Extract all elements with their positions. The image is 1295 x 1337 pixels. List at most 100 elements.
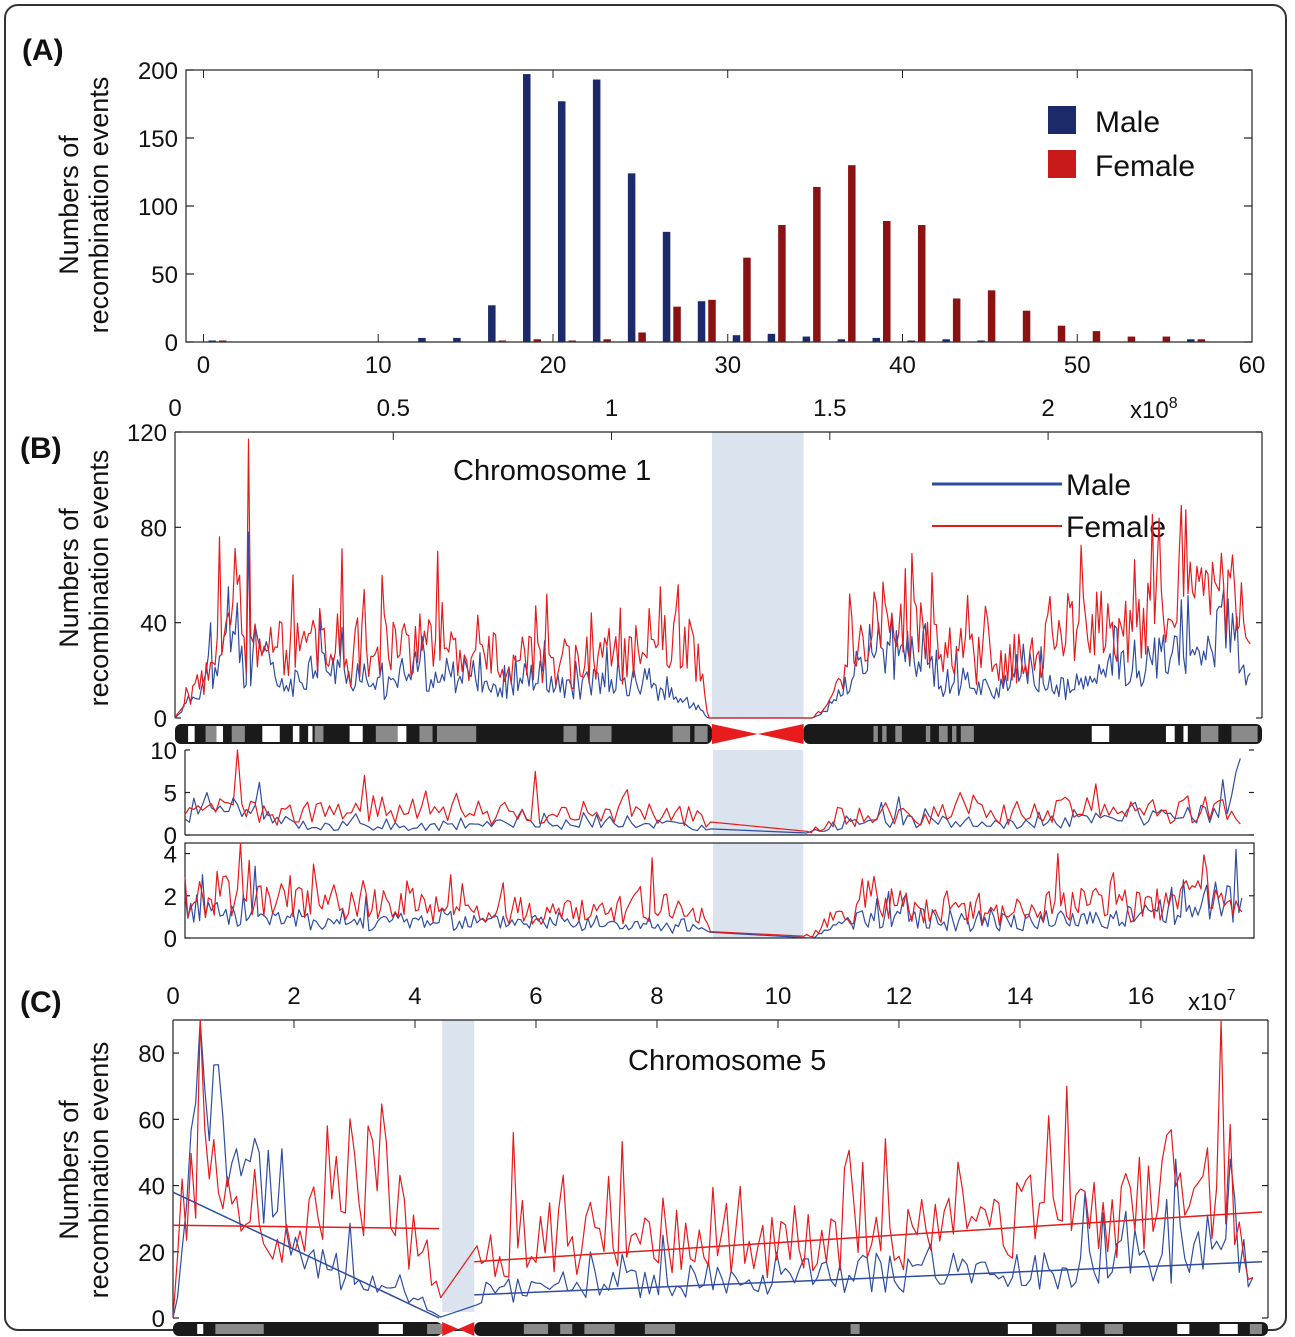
ideogram-chr1-band	[188, 726, 195, 742]
chart-c-trend-line	[474, 1260, 1262, 1296]
ideogram-chr1-band	[308, 726, 313, 742]
ideogram-chr5-centromere-right	[458, 1322, 475, 1336]
chart-title-chr1: Chromosome 1	[453, 455, 651, 487]
chart-a-bar	[488, 305, 496, 342]
chart-a-bar	[907, 340, 915, 342]
chart-c-xtick-label: 6	[529, 983, 542, 1010]
ylabel-c: Numbers of recombination events	[54, 1042, 114, 1299]
chart-a-bar	[837, 339, 846, 342]
chart-c-series-female-trend	[172, 1211, 1262, 1263]
chart-c-series-female	[172, 1019, 1254, 1319]
ideogram-chr5-band	[584, 1324, 615, 1334]
ideogram-chr5-band	[523, 1324, 549, 1334]
ylabel-b-line1: Numbers of	[54, 508, 84, 648]
chart-b2-line-female	[184, 842, 1243, 938]
chart-a-bar	[1187, 339, 1195, 342]
chart-c-xtick-label: 2	[287, 983, 300, 1010]
chart-b1-ytick-label: 0	[164, 823, 177, 850]
ideogram-chr5-band	[1056, 1324, 1081, 1334]
ideogram-chr5-band	[197, 1324, 204, 1334]
chart-b2-series-female	[184, 842, 1243, 938]
chart-b-xtick-label: 1.5	[813, 395, 846, 422]
ylabel-a-line2: recombination events	[84, 77, 114, 334]
chart-a-bar	[453, 337, 461, 342]
chart-c-xtick-label: 12	[886, 983, 913, 1010]
chart-b-line-female	[174, 438, 1251, 719]
chart-c-ytick-label: 40	[138, 1174, 165, 1201]
panel-label-b: (B)	[20, 432, 62, 465]
ideogram-chr1-band	[895, 726, 902, 742]
chart-a-ytick-label: 200	[138, 58, 178, 85]
ideogram-chr1-band	[349, 726, 363, 742]
ideogram-chr5-band	[1177, 1324, 1190, 1334]
chart-c-trend-line	[172, 1224, 440, 1230]
chart-b-xtick-label: 1	[605, 395, 618, 422]
panel-label-c: (C)	[20, 986, 62, 1019]
chart-b2-centromere-band	[713, 843, 804, 938]
chart-a-bar	[917, 225, 926, 342]
ideogram-chr1-band	[938, 726, 948, 742]
ideogram-chr1-q-arm	[803, 724, 1262, 744]
ylabel-b-line2: recombination events	[84, 450, 114, 707]
ideogram-chr1-band	[589, 726, 612, 742]
ideogram-chr5-band	[850, 1324, 860, 1334]
ylabel-c-line1: Numbers of	[54, 1100, 84, 1240]
chart-a-bar	[1127, 336, 1136, 342]
chart-b2-ytick-label: 0	[164, 926, 177, 953]
chart-a-bar	[638, 332, 646, 342]
chart-a-bar	[697, 301, 706, 342]
ideogram-chr1	[175, 724, 1262, 744]
chart-a-bar	[743, 257, 751, 342]
chart-a-bar	[987, 290, 996, 342]
ideogram-chr5-centromere-left	[442, 1322, 459, 1336]
chart-b2-ytick-label: 4	[164, 842, 177, 869]
chart-c-ytick-label: 20	[138, 1240, 165, 1267]
ideogram-chr1-band	[205, 726, 217, 742]
chart-a-bar	[592, 79, 601, 343]
unit-label-b: x108	[1130, 395, 1178, 424]
chart-c-line-female	[172, 1019, 1254, 1319]
ideogram-chr5-band	[1104, 1324, 1123, 1334]
chart-a-bar	[498, 340, 507, 342]
ideogram-chr5-band	[427, 1324, 443, 1334]
legend-a-male-swatch	[1048, 106, 1076, 134]
chart-a-bar	[533, 339, 542, 342]
ideogram-chr1-band	[1091, 726, 1110, 742]
chart-b-series-male	[174, 531, 1251, 719]
chart-b2-ytick-label: 2	[164, 884, 177, 911]
chart-a-bar	[767, 333, 776, 342]
unit-label-b-base: x10	[1130, 397, 1169, 424]
ideogram-chr5-band	[644, 1324, 676, 1334]
ideogram-chr5-band	[1249, 1324, 1262, 1334]
legend-a-female-label: Female	[1095, 150, 1195, 183]
chart-a-ytick-label: 0	[165, 330, 178, 357]
chart-a-xtick-label: 0	[197, 352, 210, 379]
unit-label-b-exp: 8	[1169, 395, 1178, 412]
ideogram-chr1-centromere-right	[757, 724, 804, 744]
chart-a-bar	[662, 231, 671, 342]
chart-a-bar	[732, 335, 741, 342]
chart-a-bar	[872, 337, 881, 342]
legend-b-male-label: Male	[1066, 469, 1131, 502]
chart-title-chr5: Chromosome 5	[628, 1045, 826, 1077]
chart-b-ytick-label: 40	[140, 611, 167, 638]
chart-b-xtick-label: 0.5	[377, 395, 410, 422]
ideogram-chr5-band	[560, 1324, 573, 1334]
ideogram-chr1-band	[1231, 726, 1258, 742]
chart-a-series-female	[218, 165, 1206, 342]
chart-a-bar	[523, 74, 531, 342]
chart-a-bar	[1162, 336, 1171, 342]
chart-c-series-male-trend	[172, 1191, 1262, 1319]
chart-c-ytick-label: 60	[138, 1107, 165, 1134]
ideogram-chr1-band	[231, 726, 245, 742]
chart-b2-series-male	[184, 848, 1243, 939]
ideogram-chr1-band	[397, 726, 407, 742]
ylabel-c-line2: recombination events	[84, 1042, 114, 1299]
ideogram-chr1-band	[1165, 726, 1175, 742]
chart-c-xtick-label: 4	[408, 983, 421, 1010]
chart-a-series-male	[208, 74, 1195, 343]
chart-c-centromere-band	[442, 1020, 475, 1312]
ideogram-chr1-band	[694, 726, 708, 742]
ideogram-chr1-centromere-left	[711, 724, 758, 744]
